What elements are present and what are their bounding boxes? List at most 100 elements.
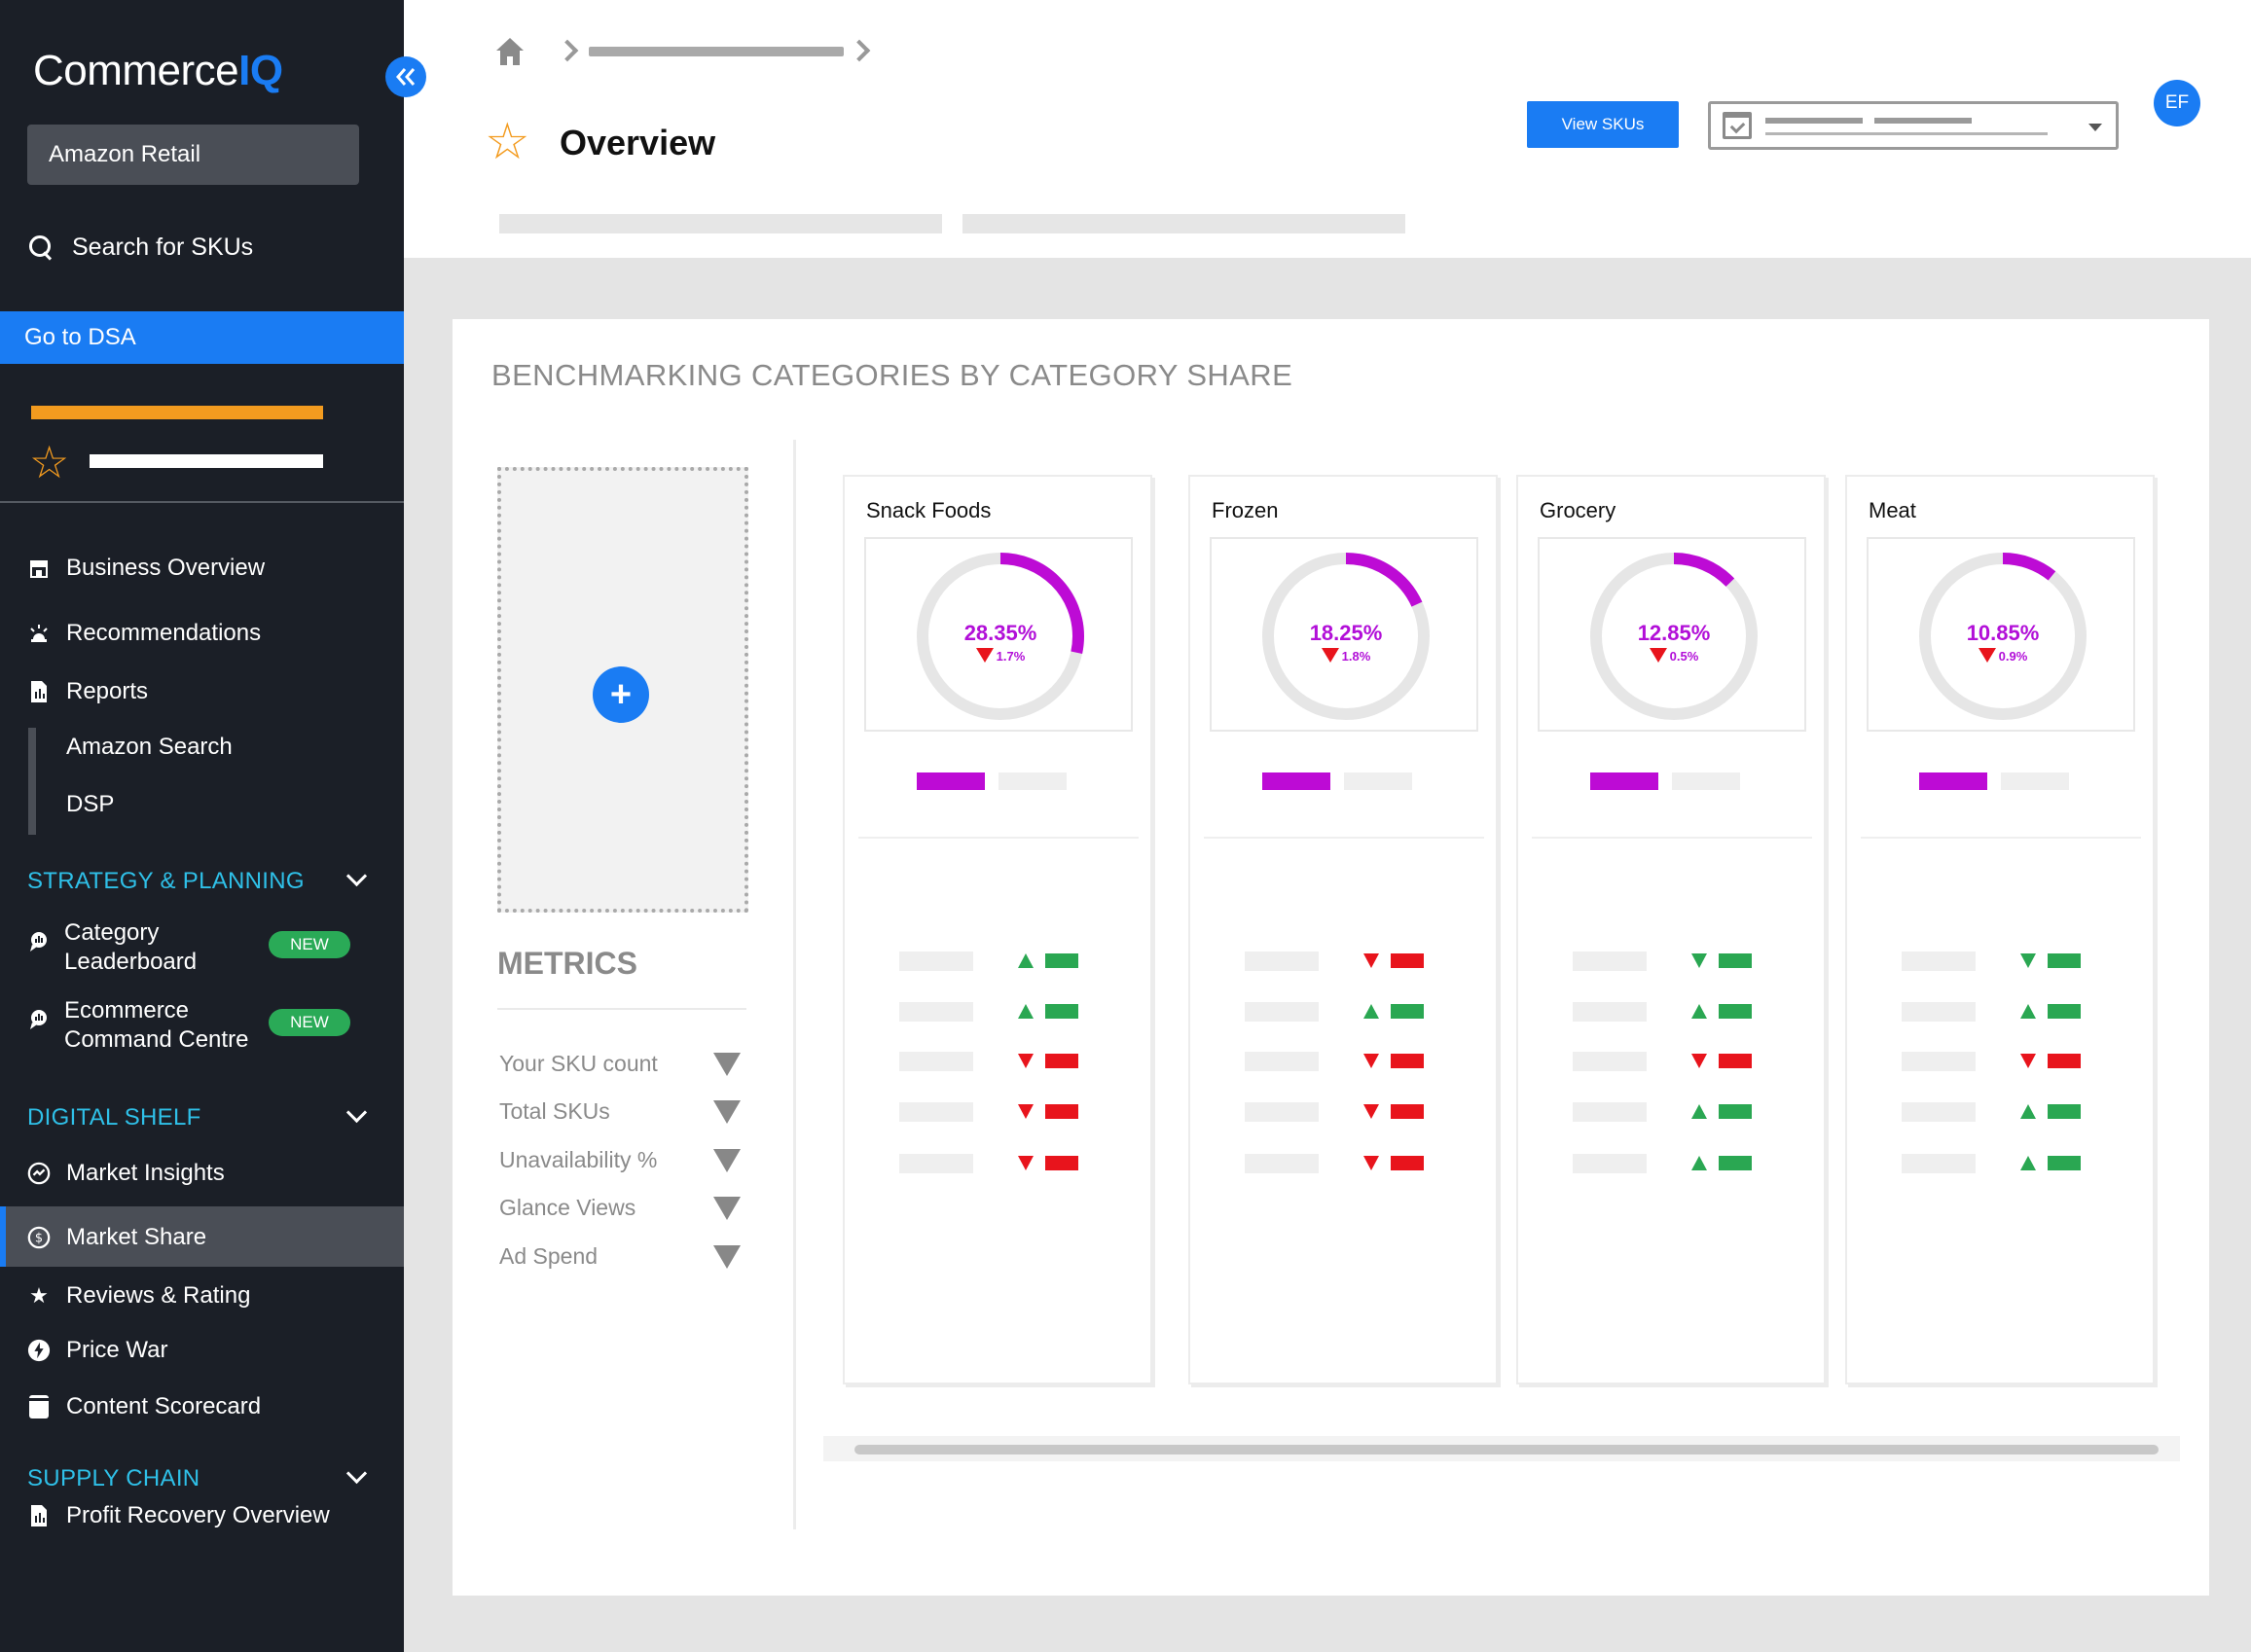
add-category-slot[interactable]: + bbox=[497, 467, 748, 913]
metric-comparison-row bbox=[1573, 1052, 1806, 1071]
plus-icon: + bbox=[609, 673, 633, 715]
card-divider bbox=[1532, 837, 1812, 839]
metric-comparison-row bbox=[1573, 1002, 1806, 1022]
arrow-up-icon bbox=[1363, 1004, 1379, 1019]
sidebar-item-recommendations[interactable]: Recommendations bbox=[27, 620, 261, 647]
new-badge: NEW bbox=[269, 1009, 350, 1036]
category-name: Meat bbox=[1869, 498, 1916, 522]
favorite-star-icon[interactable]: ☆ bbox=[29, 437, 70, 487]
metric-comparison-row bbox=[1573, 952, 1806, 971]
retailer-label: Amazon Retail bbox=[49, 141, 201, 167]
calendar-check-icon bbox=[1723, 112, 1752, 139]
scrollbar-thumb[interactable] bbox=[854, 1445, 2159, 1454]
caret-down-icon[interactable] bbox=[713, 1053, 741, 1076]
section-strategy-planning[interactable]: STRATEGY & PLANNING bbox=[27, 868, 305, 894]
category-card[interactable]: Frozen 18.25% 1.8% bbox=[1188, 475, 1498, 1384]
value-placeholder bbox=[1902, 1102, 1976, 1122]
section-digital-shelf[interactable]: DIGITAL SHELF bbox=[27, 1104, 201, 1131]
share-donut-chart: 10.85% 0.9% bbox=[1867, 537, 2135, 732]
tab-placeholder[interactable] bbox=[499, 214, 942, 233]
share-delta: 1.7% bbox=[866, 648, 1135, 664]
caret-down-icon[interactable] bbox=[713, 1149, 741, 1172]
arrow-up-icon bbox=[2020, 1104, 2036, 1119]
value-placeholder bbox=[1573, 1002, 1647, 1022]
change-bar bbox=[2048, 1156, 2081, 1170]
tab-placeholder[interactable] bbox=[962, 214, 1405, 233]
commerceiq-logo[interactable]: CommerceIQ bbox=[33, 47, 283, 94]
change-bar bbox=[1719, 1054, 1752, 1068]
caret-down-icon[interactable] bbox=[713, 1197, 741, 1220]
chevron-down-icon[interactable] bbox=[346, 869, 366, 888]
donut-share-arc bbox=[1262, 553, 1430, 720]
chevron-down-icon[interactable] bbox=[346, 1466, 366, 1486]
go-to-dsa-button[interactable]: Go to DSA bbox=[0, 311, 404, 364]
value-placeholder bbox=[1902, 1154, 1976, 1173]
sidebar-subitem-amazon-search[interactable]: Amazon Search bbox=[66, 734, 233, 760]
breadcrumb-chevron-icon bbox=[848, 39, 871, 62]
sidebar-item-label: Market Share bbox=[66, 1224, 207, 1250]
scorecard-icon bbox=[27, 1395, 51, 1419]
category-card[interactable]: Snack Foods 28.35% 1.7% bbox=[843, 475, 1152, 1384]
legend-bar-grey bbox=[1672, 772, 1740, 790]
metric-comparison-row bbox=[1902, 1154, 2135, 1173]
sidebar-item-market-insights[interactable]: Market Insights bbox=[27, 1160, 225, 1187]
sidebar-item-content-scorecard[interactable]: Content Scorecard bbox=[27, 1393, 261, 1420]
value-placeholder bbox=[1245, 1102, 1319, 1122]
section-supply-chain[interactable]: SUPPLY CHAIN bbox=[27, 1465, 200, 1491]
share-delta: 0.5% bbox=[1540, 648, 1808, 664]
sidebar-item-reviews-rating[interactable]: ★ Reviews & Rating bbox=[27, 1282, 250, 1310]
arrow-up-icon bbox=[1691, 1004, 1707, 1019]
sidebar-item-business-overview[interactable]: Business Overview bbox=[27, 555, 265, 582]
sidebar-item-price-war[interactable]: Price War bbox=[27, 1337, 167, 1364]
search-skus-link[interactable]: Search for SKUs bbox=[29, 233, 253, 262]
caret-down-icon[interactable] bbox=[713, 1245, 741, 1269]
metric-comparison-row bbox=[1902, 1102, 2135, 1122]
arrow-up-icon bbox=[1018, 953, 1034, 968]
sidebar-item-reports[interactable]: Reports bbox=[27, 678, 148, 705]
insights-icon bbox=[27, 1162, 51, 1185]
sidebar-subitem-dsp[interactable]: DSP bbox=[66, 791, 115, 817]
metric-row[interactable]: Your SKU count bbox=[499, 1051, 746, 1077]
dollar-circle-icon: $ bbox=[27, 1226, 51, 1249]
metric-comparison-row bbox=[899, 1154, 1133, 1173]
go-to-dsa-label: Go to DSA bbox=[24, 324, 136, 350]
change-bar bbox=[1391, 1004, 1424, 1019]
favorite-star-icon[interactable]: ☆ bbox=[485, 114, 530, 170]
collapse-sidebar-button[interactable] bbox=[385, 56, 426, 97]
share-percent: 10.85% bbox=[1966, 621, 2040, 645]
change-bar bbox=[2048, 953, 2081, 968]
chat-icon bbox=[27, 1008, 51, 1031]
card-divider bbox=[858, 837, 1139, 839]
change-bar bbox=[1391, 1104, 1424, 1119]
placeholder-bar-orange bbox=[31, 406, 323, 419]
sidebar-item-profit-recovery-overview[interactable]: Profit Recovery Overview bbox=[27, 1502, 330, 1529]
caret-down-icon[interactable] bbox=[713, 1100, 741, 1124]
metric-row[interactable]: Ad Spend bbox=[499, 1243, 746, 1270]
sidebar-item-label: Recommendations bbox=[66, 620, 262, 646]
page-header: ☆ Overview View SKUs EF bbox=[404, 0, 2251, 258]
metric-row[interactable]: Unavailability % bbox=[499, 1147, 746, 1173]
chevron-down-icon[interactable] bbox=[346, 1105, 366, 1125]
metric-row[interactable]: Glance Views bbox=[499, 1195, 746, 1221]
sidebar-item-market-share[interactable]: $ Market Share bbox=[27, 1224, 206, 1251]
value-placeholder bbox=[1245, 1154, 1319, 1173]
metric-row[interactable]: Total SKUs bbox=[499, 1098, 746, 1125]
category-card[interactable]: Grocery 12.85% 0.5% bbox=[1516, 475, 1826, 1384]
arrow-down-icon bbox=[1363, 953, 1379, 968]
double-chevron-left-icon bbox=[396, 68, 416, 86]
breadcrumb-placeholder[interactable] bbox=[589, 47, 844, 56]
arrow-up-icon bbox=[1691, 1104, 1707, 1119]
category-card[interactable]: Meat 10.85% 0.9% bbox=[1845, 475, 2155, 1384]
legend-bar-grey bbox=[1344, 772, 1412, 790]
add-category-button[interactable]: + bbox=[593, 666, 649, 723]
user-avatar[interactable]: EF bbox=[2154, 80, 2200, 126]
horizontal-scrollbar[interactable] bbox=[823, 1436, 2180, 1461]
date-range-picker[interactable] bbox=[1708, 101, 2119, 150]
metric-label: Your SKU count bbox=[499, 1051, 658, 1076]
retailer-selector[interactable]: Amazon Retail bbox=[27, 125, 359, 185]
home-icon[interactable] bbox=[493, 35, 526, 68]
share-delta-value: 0.5% bbox=[1669, 649, 1699, 664]
view-skus-button[interactable]: View SKUs bbox=[1527, 101, 1679, 148]
share-percent: 28.35% bbox=[963, 621, 1037, 645]
alert-light-icon bbox=[27, 622, 51, 645]
